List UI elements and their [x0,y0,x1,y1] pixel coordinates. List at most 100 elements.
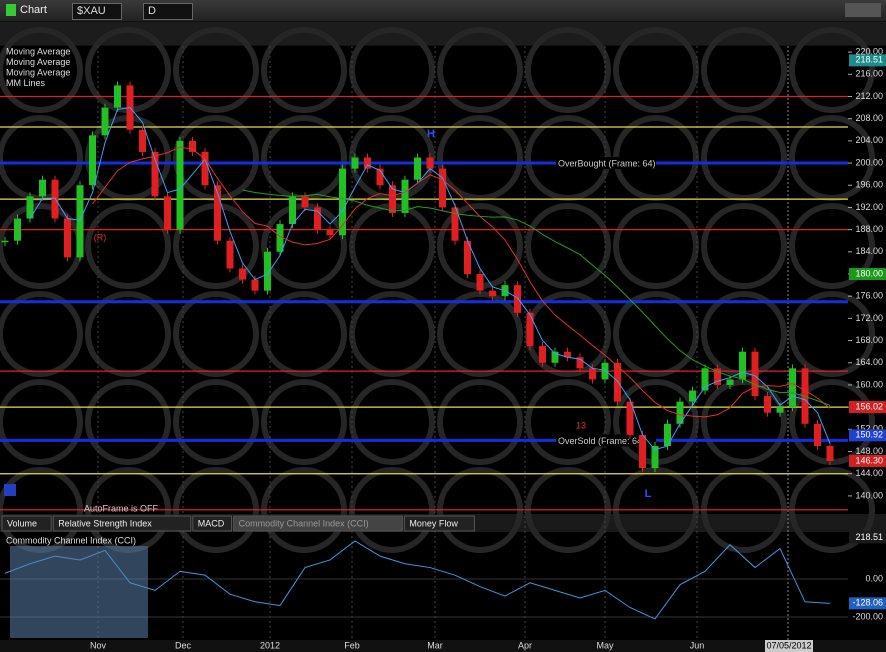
candle [101,107,109,136]
r-marker: (R) [94,232,107,242]
watermark [525,115,611,201]
candle [151,151,159,197]
level-label-bg [556,434,656,447]
tab [52,515,192,532]
watermark [789,115,875,201]
candle [289,196,296,225]
watermark [525,203,611,289]
watermark [261,379,347,465]
candle [389,185,396,213]
legend-entry: Moving Average [6,57,70,67]
tab-label: MACD [198,518,225,528]
y-tick-label: 208.00 [855,113,883,123]
x-tick-label: Dec [175,640,192,650]
candle [401,179,409,213]
watermark [613,379,699,465]
watermark [173,203,259,289]
watermark [613,291,699,377]
candle [589,368,596,380]
candle [626,401,634,435]
tab-label: Relative Strength Index [58,518,152,528]
candle [114,85,121,108]
moving-average [29,107,831,451]
y-tick-label: 152.00 [855,424,883,434]
watermark [261,291,347,377]
price-flag [849,429,886,442]
autoframe-note: AutoFrame is OFF [84,503,159,513]
watermark [349,203,435,289]
tab-label: Volume [7,518,37,528]
time-axis [0,640,886,652]
cci-flag-label: -128.06 [852,598,883,608]
candle [176,140,184,230]
level-label-bg [556,157,656,170]
watermark [701,115,787,201]
watermark [0,467,83,553]
candle [64,218,71,258]
tab [403,515,475,532]
candle [789,368,796,408]
y-tick-label: 180.00 [855,268,883,278]
candle [664,423,671,446]
y-tick-label: 160.00 [855,379,883,389]
candle [364,157,371,169]
price-flag [849,54,886,67]
watermark [173,467,259,553]
candle [676,401,684,424]
candle [451,207,459,241]
watermark [437,203,523,289]
watermark [701,291,787,377]
high-marker: H [427,128,435,140]
y-tick-label: 212.00 [855,91,883,101]
cci-title: Commodity Channel Index (CCI) [6,535,136,545]
legend-entry: Moving Average [6,46,70,56]
price-flag-label: 146.30 [855,455,883,465]
candle [476,274,484,291]
candle [564,351,571,358]
watermark [789,291,875,377]
candle [276,224,284,252]
candle [139,129,146,152]
candle [539,346,546,363]
window-controls[interactable] [845,3,881,17]
symbol-box[interactable]: $XAU [72,3,122,20]
candle [764,396,771,413]
candle [89,135,96,186]
candle [514,285,521,313]
candle [126,85,134,130]
x-tick-label: 2012 [260,640,280,650]
candle [701,368,709,391]
candle [264,251,271,291]
candle [26,196,34,219]
candle [239,268,246,280]
cci-tick-label: -200.00 [852,611,883,621]
watermark [349,467,435,553]
watermark [437,467,523,553]
tab [1,515,52,532]
watermark [0,291,83,377]
y-tick-label: 156.00 [855,402,883,412]
watermark [349,379,435,465]
candle [189,140,196,152]
interval-box[interactable]: D [143,3,193,20]
y-tick-label: 168.00 [855,335,883,345]
candle [214,185,221,241]
window-title: Chart [20,4,47,16]
watermark [701,467,787,553]
candle [251,279,259,291]
candle [414,157,421,180]
price-flag [849,401,886,414]
legend-entry: Moving Average [6,67,70,77]
low-marker: L [645,488,652,500]
y-tick-label: 188.00 [855,224,883,234]
y-tick-label: 164.00 [855,357,883,367]
watermark [0,115,83,201]
watermark [789,203,875,289]
toolbar: Chart $XAU D [0,0,886,22]
y-tick-label: 176.00 [855,291,883,301]
watermark [613,115,699,201]
watermark [525,291,611,377]
candle [801,368,809,424]
